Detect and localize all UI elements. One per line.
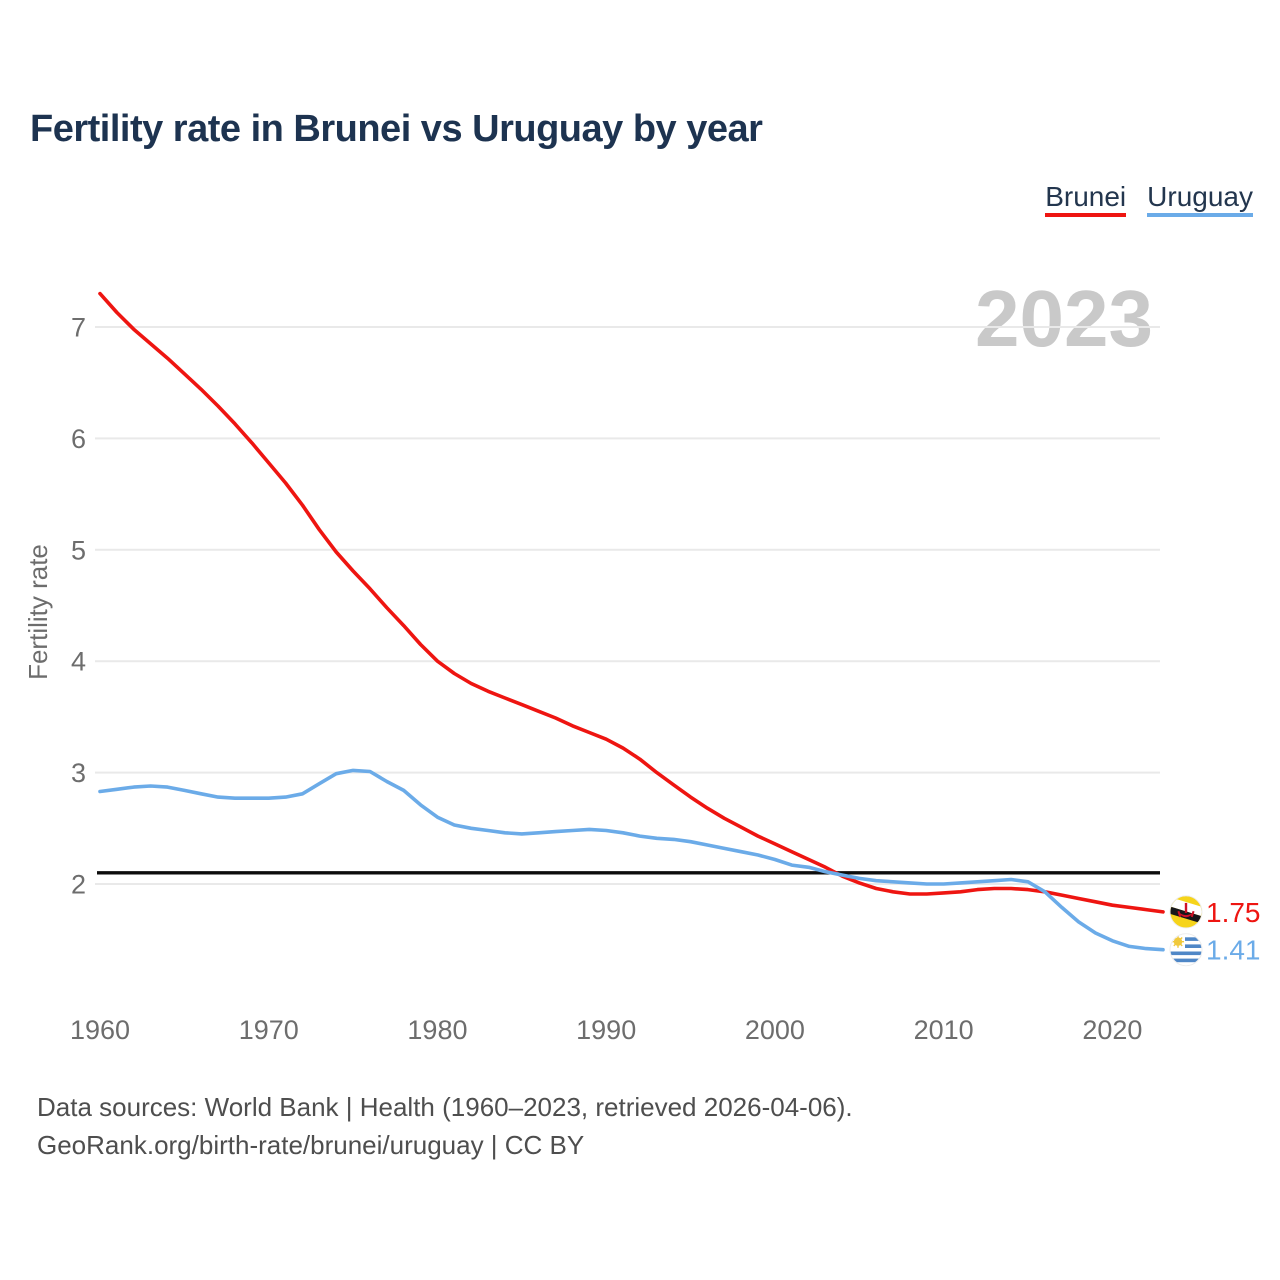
legend-item-uruguay[interactable]: Uruguay: [1147, 182, 1253, 217]
x-tick-label: 1990: [576, 1015, 636, 1045]
brunei-line[interactable]: [98, 291, 1165, 914]
y-tick-label: 2: [71, 870, 86, 900]
x-tick-label: 2010: [914, 1015, 974, 1045]
legend-label-uruguay: Uruguay: [1147, 181, 1253, 212]
brunei-end-value: 1.75: [1206, 897, 1261, 928]
legend-item-brunei[interactable]: Brunei: [1045, 181, 1127, 217]
uruguay-flag-icon: [1169, 933, 1203, 967]
gridlines: [95, 326, 1160, 885]
x-axis-tick-labels: 1960 1970 1980 1990 2000 2010 2020: [70, 1015, 1142, 1045]
y-tick-label: 7: [71, 313, 86, 343]
x-tick-label: 2020: [1082, 1015, 1142, 1045]
uruguay-line[interactable]: [98, 768, 1165, 952]
y-axis-title: Fertility rate: [23, 544, 53, 680]
year-watermark: 2023: [975, 274, 1153, 363]
x-tick-label: 1980: [407, 1015, 467, 1045]
page-title: Fertility rate in Brunei vs Uruguay by y…: [30, 108, 763, 150]
x-tick-label: 1970: [239, 1015, 299, 1045]
y-tick-label: 5: [71, 535, 86, 565]
legend-label-brunei: Brunei: [1045, 181, 1127, 212]
brunei-flag-icon: [1169, 895, 1203, 929]
y-tick-label: 4: [71, 647, 86, 677]
footer: Data sources: World Bank | Health (1960–…: [37, 1088, 853, 1164]
x-tick-label: 1960: [70, 1015, 130, 1045]
uruguay-end-value: 1.41: [1206, 935, 1261, 966]
y-tick-label: 6: [71, 424, 86, 454]
data-sources-text: Data sources: World Bank | Health (1960–…: [37, 1092, 853, 1122]
attribution-text: GeoRank.org/birth-rate/brunei/uruguay | …: [37, 1130, 585, 1160]
legend: Brunei Uruguay: [1045, 182, 1253, 217]
y-axis-tick-labels: 2 3 4 5 6 7: [71, 313, 86, 900]
y-tick-label: 3: [71, 758, 86, 788]
x-tick-label: 2000: [745, 1015, 805, 1045]
